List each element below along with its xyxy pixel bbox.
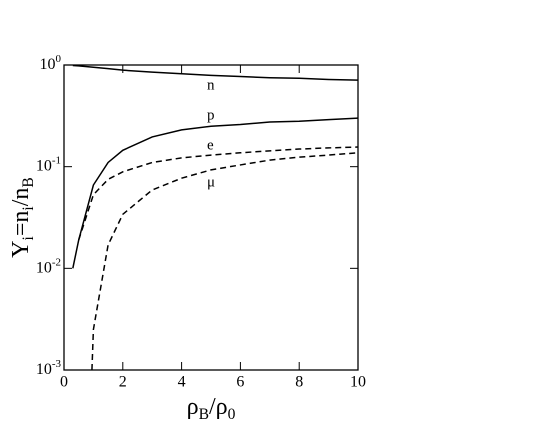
axis-label-subscript: B bbox=[20, 177, 37, 187]
axis-label-subscript: B bbox=[199, 406, 209, 423]
axis-label: ρB/ρ0 bbox=[187, 394, 236, 423]
series-label: n bbox=[207, 77, 215, 93]
series-label: p bbox=[207, 107, 215, 123]
series-line bbox=[91, 152, 359, 371]
x-tick-label: 8 bbox=[295, 374, 303, 391]
series-line bbox=[72, 64, 359, 81]
series-label: e bbox=[207, 137, 214, 153]
y-tick-exponent: 0 bbox=[56, 53, 62, 65]
axis-label-text: =n bbox=[8, 211, 34, 237]
y-tick-base: 10 bbox=[40, 56, 56, 73]
x-tick-label: 0 bbox=[60, 374, 68, 391]
y-tick-label: 100 bbox=[40, 53, 62, 73]
axis-label-subscript: i bbox=[20, 235, 37, 240]
axis-label-subscript: i bbox=[20, 206, 37, 211]
y-tick-base: 10 bbox=[36, 259, 52, 276]
x-tick-label: 6 bbox=[236, 374, 244, 391]
x-tick-label: 4 bbox=[178, 374, 186, 391]
axis-label-text: /n bbox=[8, 188, 34, 207]
plot-frame bbox=[63, 64, 359, 371]
y-tick-base: 10 bbox=[36, 157, 52, 174]
y-tick-label: 10-2 bbox=[36, 256, 61, 276]
y-tick-exponent: -3 bbox=[52, 358, 62, 370]
axis-label-subscript: 0 bbox=[228, 406, 236, 423]
series-label: μ bbox=[207, 174, 215, 190]
axis-label: Yi=ni/nB bbox=[8, 177, 37, 258]
axis-label-text: /ρ bbox=[209, 394, 228, 420]
x-tick-label: 10 bbox=[350, 374, 366, 391]
x-tick-label: 2 bbox=[119, 374, 127, 391]
y-tick-exponent: -1 bbox=[52, 154, 61, 166]
y-tick-base: 10 bbox=[36, 361, 52, 378]
y-tick-label: 10-3 bbox=[36, 358, 62, 378]
y-tick-exponent: -2 bbox=[52, 256, 61, 268]
y-tick-label: 10-1 bbox=[36, 154, 61, 174]
series-line bbox=[72, 117, 359, 269]
series-line bbox=[77, 146, 359, 241]
axis-label-text: Y bbox=[8, 240, 34, 257]
axis-label-text: ρ bbox=[187, 394, 199, 420]
